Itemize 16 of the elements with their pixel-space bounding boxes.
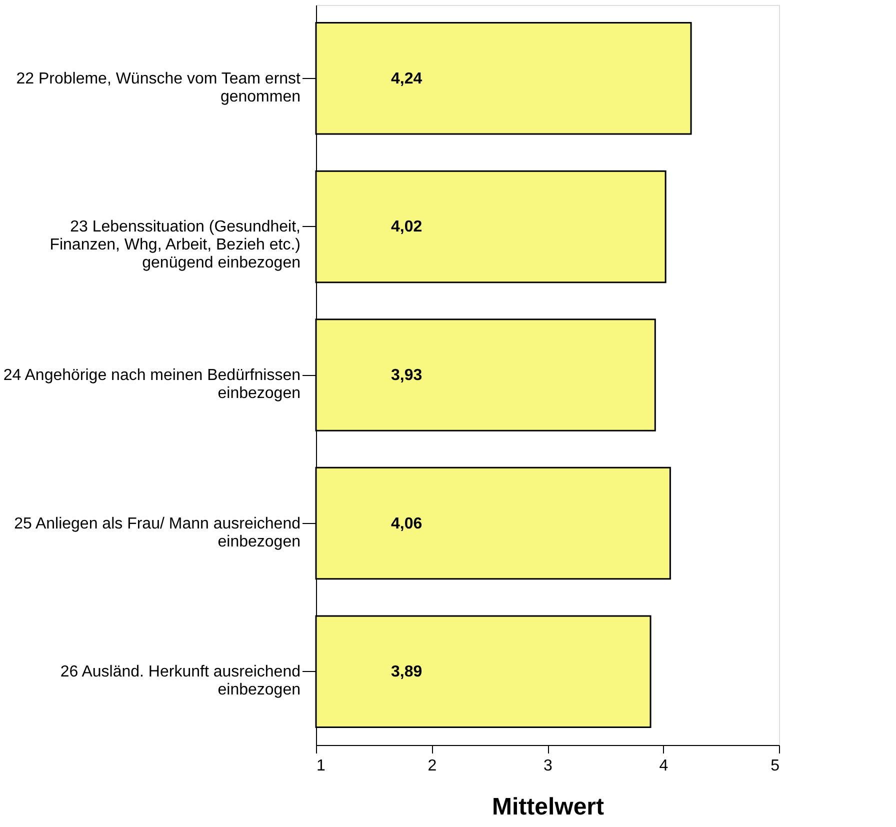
data-label: 3,93 xyxy=(391,367,422,384)
x-tick-label: 5 xyxy=(770,758,780,774)
y-tick-label: 24 Angehörige nach meinen Bedürfnissen einbezogen xyxy=(3,367,300,402)
data-label: 4,24 xyxy=(391,70,422,88)
x-tick-label: 1 xyxy=(316,758,326,774)
x-axis-title: Mittelwert xyxy=(492,794,604,820)
y-tick-label: 22 Probleme, Wünsche vom Team ernst genommen xyxy=(16,70,302,106)
y-tick-label: 23 Lebenssituation (Gesundheit, Finanzen, Whg, Arbeit, Bezieh etc.) genügend einbezogen xyxy=(50,218,300,272)
data-label: 4,02 xyxy=(391,218,422,236)
y-tick-label: 26 Ausländ. Herkunft ausreichend einbezogen xyxy=(60,664,300,699)
x-tick-label: 4 xyxy=(659,758,668,774)
y-tick-label: 25 Anliegen als Frau/ Mann ausreichend einbezogen xyxy=(14,515,300,550)
data-label: 4,06 xyxy=(391,515,422,532)
x-tick-label: 3 xyxy=(544,758,553,774)
x-tick-label: 2 xyxy=(428,758,437,774)
data-label: 3,89 xyxy=(391,664,422,681)
